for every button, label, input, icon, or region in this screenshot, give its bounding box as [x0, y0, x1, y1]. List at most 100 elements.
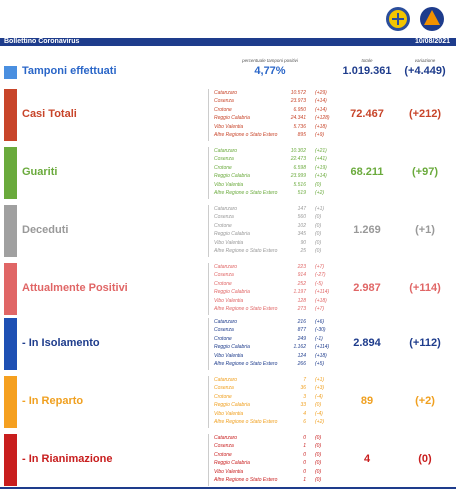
section-label: - In Reparto [22, 395, 84, 407]
province-name: Vibo Valentia [214, 468, 244, 475]
province-change: (+18) [315, 297, 327, 304]
province-change: (+21) [315, 148, 327, 154]
province-change: (+18) [315, 123, 327, 130]
section-bar [4, 147, 17, 199]
province-name: Altre Regione o Stato Estero [214, 477, 278, 483]
province-value: 10.572 [290, 90, 306, 96]
section-change: (+212) [408, 108, 442, 120]
province-name: Crotone [214, 393, 232, 400]
province-change: (0) [315, 214, 322, 221]
province-change: (+7) [315, 264, 325, 270]
province-change: (+114) [315, 344, 330, 351]
separator [208, 263, 209, 315]
section: - In Rianimazione 4 (0) Catanzaro 0 (0) Cosenz… [0, 432, 456, 488]
section-total: 1.269 [353, 224, 381, 236]
province-change: (0) [315, 402, 322, 409]
province-change: (+2) [315, 190, 325, 196]
province-value: 1.197 [293, 289, 306, 296]
tamponi-bar [4, 66, 17, 79]
province-change: (+7) [315, 306, 325, 312]
province-name: Altre Regione o Stato Estero [214, 419, 278, 425]
province-change: (0) [315, 239, 322, 246]
province-name: Catanzaro [214, 264, 238, 270]
province-change: (0) [315, 222, 322, 229]
province-value: 914 [297, 272, 306, 279]
province-change: (0) [315, 451, 322, 458]
section-label: - In Isolamento [22, 337, 100, 349]
province-name: Vibo Valentia [214, 181, 244, 188]
tamponi-change: (+4.449) [404, 65, 446, 77]
province-name: Vibo Valentia [214, 123, 244, 130]
province-value: 0 [303, 468, 306, 475]
province-change: (-4) [315, 393, 323, 400]
province-change: (0) [315, 231, 322, 238]
province-change: (0) [315, 435, 322, 441]
province-value: 0 [303, 460, 306, 467]
separator [208, 147, 209, 199]
section-label: Guariti [22, 166, 58, 178]
col-total: totale [361, 58, 373, 63]
province-name: Crotone [214, 451, 232, 458]
section-total: 89 [360, 395, 374, 407]
province-name: Cosenza [214, 156, 234, 163]
section-total: 4 [363, 453, 371, 465]
province-value: 273 [297, 306, 306, 312]
province-value: 10.302 [290, 148, 306, 154]
section-bar [4, 318, 17, 370]
province-change: (+14) [315, 98, 327, 105]
province-name: Cosenza [214, 272, 234, 279]
province-value: 102 [297, 222, 306, 229]
province-value: 3 [303, 393, 306, 400]
province-name: Cosenza [214, 327, 234, 334]
province-name: Catanzaro [214, 148, 238, 154]
section-label: - In Rianimazione [22, 453, 113, 465]
province-name: Reggio Calabria [214, 173, 250, 180]
province-name: Altre Regione o Stato Estero [214, 248, 278, 254]
province-name: Cosenza [214, 385, 234, 392]
province-value: 223 [297, 264, 306, 270]
province-value: 23.999 [290, 173, 306, 180]
province-name: Crotone [214, 164, 232, 171]
province-value: 5.736 [293, 123, 306, 130]
province-change: (+1) [315, 206, 325, 212]
tamponi-percent: 4,77% [254, 65, 286, 77]
tamponi-label: Tamponi effettuati [22, 65, 117, 77]
header-bar [0, 38, 456, 46]
section-label: Casi Totali [22, 108, 77, 120]
section: Casi Totali 72.467 (+212) Catanzaro 10.572 (+… [0, 87, 456, 143]
separator [208, 89, 209, 141]
separator [208, 205, 209, 257]
province-change: (0) [315, 181, 322, 188]
province-name: Reggio Calabria [214, 231, 250, 238]
province-value: 877 [297, 327, 306, 334]
province-name: Crotone [214, 222, 232, 229]
section-change: (+97) [412, 166, 438, 178]
province-change: (+18) [315, 352, 327, 359]
section: - In Reparto 89 (+2) Catanzaro 7 (+1) Cosenza 3… [0, 374, 456, 430]
separator [208, 434, 209, 486]
province-change: (0) [315, 477, 322, 483]
province-name: Catanzaro [214, 319, 238, 325]
province-name: Vibo Valentia [214, 239, 244, 246]
section-bar [4, 89, 17, 141]
section-change: (+114) [409, 282, 441, 294]
province-change: (-30) [315, 327, 326, 334]
province-value: 124 [297, 352, 306, 359]
province-name: Reggio Calabria [214, 402, 250, 409]
province-name: Catanzaro [214, 377, 238, 383]
province-name: Altre Regione o Stato Estero [214, 306, 278, 312]
section-label: Deceduti [22, 224, 69, 236]
province-value: 560 [297, 214, 306, 221]
province-value: 128 [297, 297, 306, 304]
separator [208, 376, 209, 428]
province-change: (-5) [315, 280, 323, 287]
footer-line [0, 487, 456, 489]
section-change: (+1) [415, 224, 435, 236]
province-value: 90 [300, 239, 306, 246]
province-value: 519 [297, 190, 306, 196]
province-value: 6 [303, 419, 306, 425]
section-label: Attualmente Positivi [22, 282, 128, 294]
col-percent: percentuale tamponi positivi [242, 58, 298, 63]
section-bar [4, 205, 17, 257]
